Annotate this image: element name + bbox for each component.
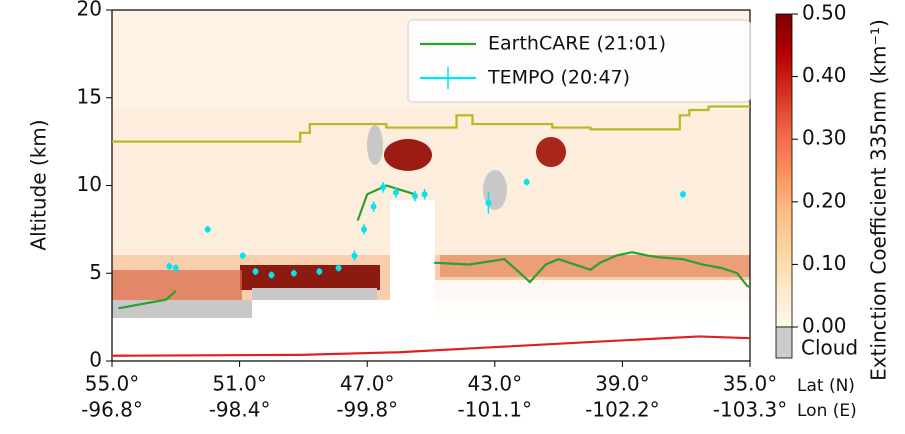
x-tick-label-lon: -98.4°: [209, 398, 271, 422]
point: [166, 263, 173, 270]
series-line: [434, 251, 750, 289]
point: [351, 252, 358, 259]
x-tick-label: 47.0°: [340, 372, 395, 396]
y-tick-label: 5: [89, 260, 102, 284]
legend-label: EarthCARE (21:01): [488, 33, 666, 55]
x-tick-label: 51.0°: [212, 372, 267, 396]
legend-box: [407, 19, 751, 103]
legend: EarthCARE (21:01) TEMPO (20:47): [407, 19, 751, 103]
cloud-swatch: [775, 326, 793, 359]
point: [204, 226, 211, 233]
point: [380, 184, 387, 191]
cloud-label: Cloud: [801, 336, 858, 360]
x-tick-label-lon: -103.3°: [713, 398, 787, 422]
x-tick-label: 55.0°: [85, 372, 140, 396]
point: [412, 193, 419, 200]
series-line: [112, 335, 750, 357]
x-axis-label: Lat (N): [797, 376, 855, 396]
y-axis-label: Altitude (km): [27, 119, 51, 250]
x-tick-label: 35.0°: [723, 372, 778, 396]
y-tick-label: 10: [77, 172, 102, 196]
colorbar: [775, 13, 793, 328]
colorbar-tick-label: 0.30: [802, 126, 847, 150]
colorbar-tick-label: 0.00: [802, 314, 847, 338]
colorbar-label: Extinction Coefficient 335nm (km⁻¹): [867, 19, 891, 381]
point: [290, 270, 297, 277]
x-tick-label-lon: -102.2°: [585, 398, 659, 422]
point: [392, 189, 399, 196]
y-tick-label: 20: [77, 0, 102, 21]
point: [172, 264, 179, 271]
y-tick-label: 15: [77, 84, 102, 108]
series-line: [356, 184, 416, 221]
colorbar-tick-label: 0.20: [802, 188, 847, 212]
colorbar-tick-label: 0.50: [802, 1, 847, 25]
x-tick-label: 43.0°: [468, 372, 523, 396]
point: [370, 203, 377, 210]
x-tick-label-lon: -99.8°: [336, 398, 398, 422]
x-axis-label-lon: Lon (E): [797, 401, 857, 421]
x-tick-label-lon: -101.1°: [458, 398, 532, 422]
series-line: [112, 105, 750, 143]
colorbar-tick-label: 0.40: [802, 63, 847, 87]
x-tick-label: 39.0°: [595, 372, 650, 396]
colorbar-tick-label: 0.10: [802, 251, 847, 275]
series-line: [118, 289, 177, 310]
point: [361, 226, 368, 233]
legend-label: TEMPO (20:47): [487, 67, 630, 89]
point: [252, 268, 259, 275]
x-tick-label-lon: -96.8°: [81, 398, 143, 422]
point: [421, 191, 428, 198]
point: [268, 272, 275, 279]
point: [680, 191, 687, 198]
point: [485, 200, 492, 207]
point: [335, 264, 342, 271]
point: [523, 178, 530, 185]
point: [239, 252, 246, 259]
y-tick-label: 0: [89, 348, 102, 372]
point: [316, 268, 323, 275]
